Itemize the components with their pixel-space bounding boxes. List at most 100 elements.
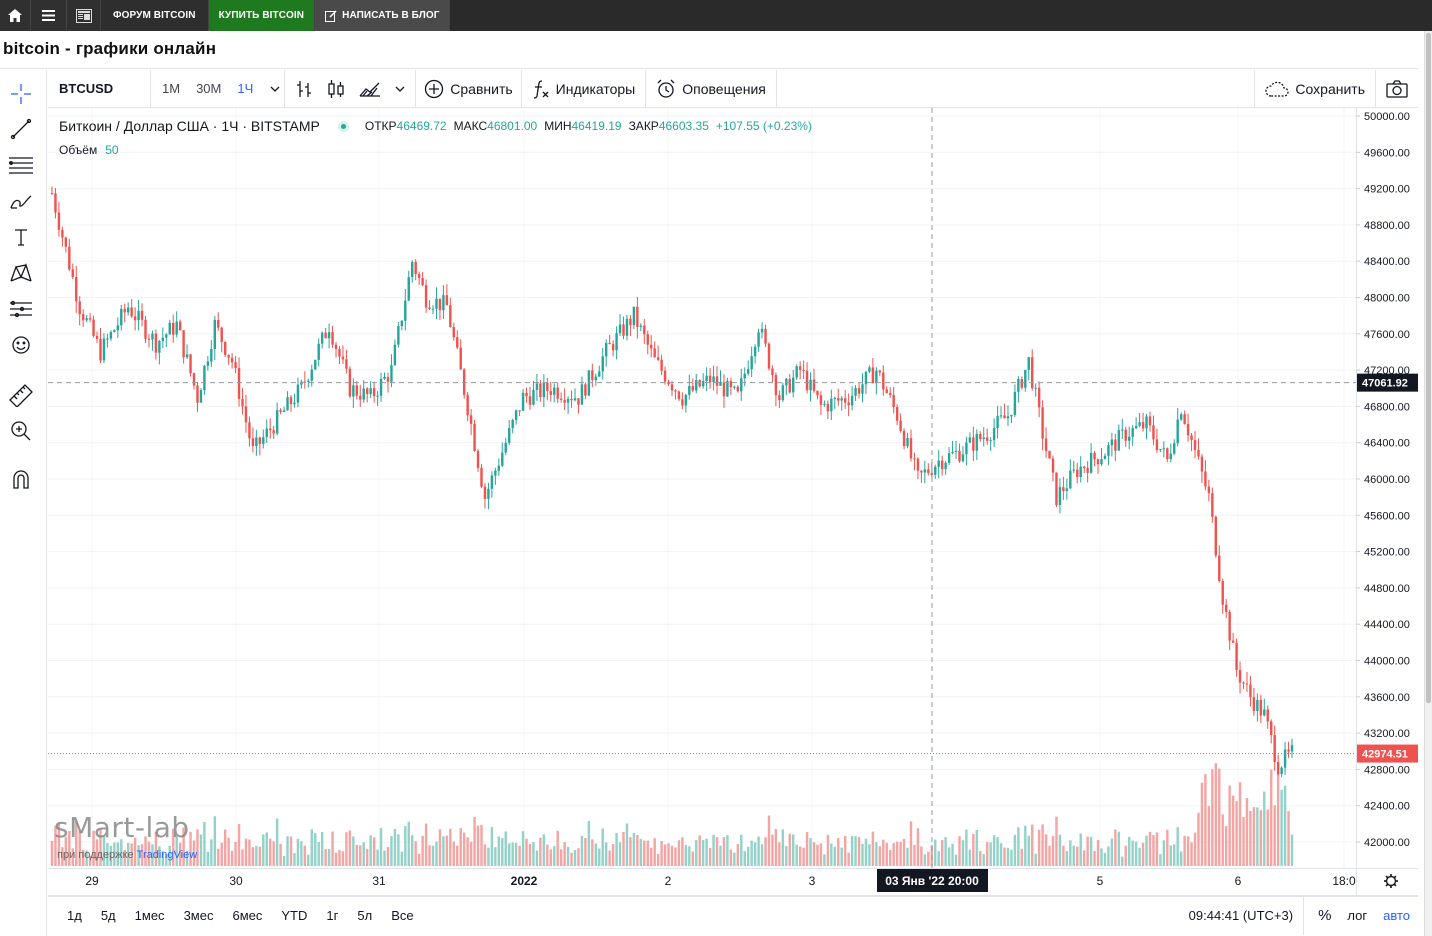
chart-area[interactable]: 50000.00 49600.00 49200.00 48800.00 48400.00… bbox=[48, 108, 1418, 896]
volume-bar bbox=[920, 846, 923, 866]
candle-body bbox=[594, 376, 598, 381]
range-5y[interactable]: 5л bbox=[357, 908, 373, 923]
magnet-icon[interactable] bbox=[6, 465, 36, 495]
candle-body bbox=[414, 261, 417, 275]
volume-bar bbox=[511, 842, 514, 866]
emoji-icon[interactable] bbox=[6, 330, 36, 360]
candle-body bbox=[1096, 459, 1100, 465]
candle-body bbox=[618, 324, 622, 334]
interval-1m[interactable]: 1М bbox=[162, 81, 181, 96]
time-tick-label: 5 bbox=[1097, 874, 1104, 888]
buy-bitcoin-button[interactable]: КУПИТЬ BITCOIN bbox=[208, 0, 316, 31]
text-icon[interactable] bbox=[6, 222, 36, 252]
volume-bar bbox=[809, 837, 812, 866]
candle-body bbox=[1003, 415, 1006, 419]
volume-bar bbox=[611, 843, 615, 866]
candle-body bbox=[404, 300, 407, 321]
volume-bar bbox=[1044, 834, 1048, 866]
ruler-icon[interactable] bbox=[6, 380, 36, 410]
candle-body bbox=[362, 388, 365, 400]
candles-icon[interactable] bbox=[327, 79, 345, 99]
pattern-icon[interactable] bbox=[6, 258, 36, 288]
volume-bar bbox=[660, 840, 663, 866]
compare-button[interactable]: Сравнить bbox=[416, 70, 520, 108]
indicators-button[interactable]: Индикаторы bbox=[522, 70, 646, 108]
range-6m[interactable]: 6мес bbox=[232, 908, 263, 923]
interval-1h[interactable]: 1Ч bbox=[237, 81, 254, 96]
range-all[interactable]: Все bbox=[391, 908, 414, 923]
candle-body bbox=[743, 373, 746, 379]
candle-body bbox=[729, 380, 733, 388]
alarm-clock-icon bbox=[657, 79, 675, 98]
prediction-icon[interactable] bbox=[6, 294, 36, 324]
range-1y[interactable]: 1г bbox=[326, 908, 339, 923]
log-toggle[interactable]: лог bbox=[1347, 908, 1368, 923]
candle-body bbox=[126, 307, 130, 313]
screenshot-button[interactable] bbox=[1376, 70, 1418, 108]
zoom-icon[interactable] bbox=[6, 416, 36, 446]
candle-body bbox=[958, 450, 961, 462]
home-icon[interactable] bbox=[0, 0, 31, 31]
volume-bar bbox=[1263, 791, 1266, 866]
divider bbox=[520, 69, 522, 108]
candle-body bbox=[1110, 439, 1114, 446]
candle-body bbox=[210, 349, 213, 362]
alerts-button[interactable]: Оповещения bbox=[646, 70, 776, 108]
symbol-search[interactable]: BTCUSD bbox=[59, 81, 114, 96]
range-ytd[interactable]: YTD bbox=[281, 908, 308, 923]
interval-30m[interactable]: 30М bbox=[196, 81, 222, 96]
write-blog-label: НАПИСАТЬ В БЛОГ bbox=[342, 10, 440, 21]
area-chart-icon[interactable] bbox=[359, 80, 381, 98]
range-1m[interactable]: 1мес bbox=[134, 908, 165, 923]
candle-body bbox=[255, 437, 258, 447]
candle-body bbox=[639, 325, 643, 327]
write-blog-button[interactable]: НАПИСАТЬ В БЛОГ bbox=[315, 0, 451, 31]
candle-body bbox=[88, 318, 92, 320]
auto-toggle[interactable]: авто bbox=[1383, 908, 1410, 923]
price-tick-label: 48800.00 bbox=[1364, 220, 1410, 232]
candle-body bbox=[999, 415, 1003, 417]
candle-body bbox=[355, 385, 359, 396]
candle-body bbox=[670, 384, 674, 391]
candle-body bbox=[1173, 443, 1176, 454]
volume-bar bbox=[161, 851, 165, 866]
candlestick-chart[interactable]: 50000.00 49600.00 49200.00 48800.00 48400.00… bbox=[48, 108, 1418, 896]
scrollbar-thumb[interactable] bbox=[1426, 33, 1431, 703]
menu-icon[interactable] bbox=[31, 0, 67, 31]
volume-bar bbox=[760, 844, 764, 866]
volume-bar bbox=[352, 836, 355, 866]
forum-button[interactable]: ФОРУМ BITCOIN bbox=[101, 0, 209, 31]
chevron-down-icon[interactable] bbox=[395, 86, 405, 92]
volume-bar bbox=[618, 842, 622, 866]
volume-bar bbox=[705, 838, 708, 866]
settings-gear-icon[interactable] bbox=[1384, 874, 1398, 888]
candle-body bbox=[487, 488, 490, 499]
clock[interactable]: 09:44:41 (UTC+3) bbox=[1189, 896, 1305, 935]
crosshair-icon[interactable] bbox=[6, 79, 36, 109]
candle-body bbox=[206, 361, 210, 366]
brush-icon[interactable] bbox=[6, 186, 36, 216]
volume-bar bbox=[85, 850, 88, 866]
range-3m[interactable]: 3мес bbox=[183, 908, 214, 923]
candle-body bbox=[753, 346, 757, 357]
volume-bar bbox=[1121, 856, 1124, 866]
range-5d[interactable]: 5д bbox=[100, 908, 116, 923]
candle-body bbox=[120, 308, 123, 326]
horizontal-lines-icon[interactable] bbox=[6, 150, 36, 180]
volume-bar bbox=[1186, 836, 1190, 866]
volume-bar bbox=[282, 855, 286, 866]
volume-bar bbox=[1100, 848, 1103, 866]
candle-body bbox=[300, 381, 303, 385]
bars-icon[interactable] bbox=[295, 79, 313, 99]
range-1d[interactable]: 1д bbox=[67, 908, 82, 923]
candle-body bbox=[1245, 683, 1249, 685]
save-button[interactable]: Сохранить bbox=[1255, 70, 1375, 108]
candle-body bbox=[677, 391, 681, 400]
percent-toggle[interactable]: % bbox=[1318, 907, 1332, 924]
news-icon[interactable] bbox=[67, 0, 101, 31]
trend-line-icon[interactable] bbox=[6, 114, 36, 144]
volume-bar bbox=[269, 838, 272, 866]
chevron-down-icon[interactable] bbox=[270, 86, 280, 92]
volume-bar bbox=[553, 846, 556, 866]
candle-body bbox=[895, 407, 899, 421]
